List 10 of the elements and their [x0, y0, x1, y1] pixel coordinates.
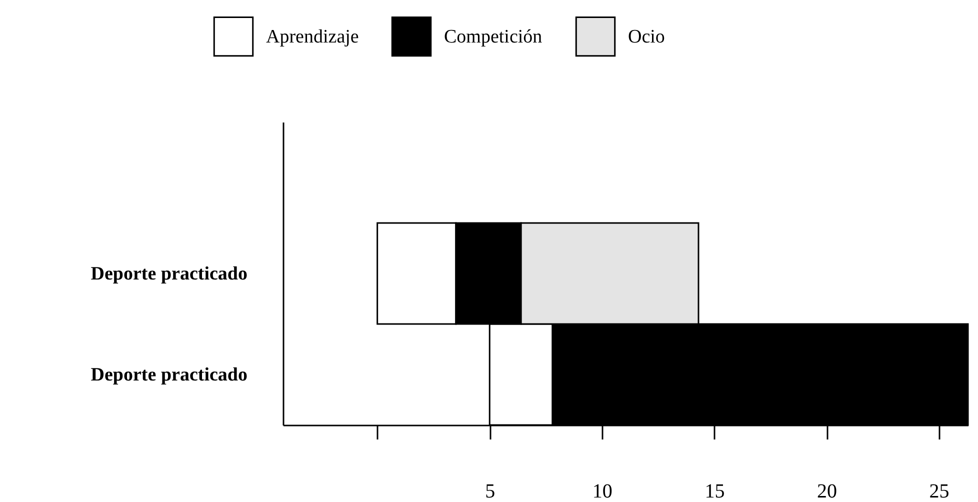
x-tick-label: 5 — [485, 480, 496, 502]
legend-label: Aprendizaje — [266, 26, 359, 48]
x-tick-label: 20 — [817, 480, 838, 502]
x-tick-label: 25 — [929, 480, 950, 502]
x-tick-label: 15 — [704, 480, 725, 502]
y-tick-label: Deporte practicado — [90, 364, 248, 386]
y-tick-label: Deporte practicado — [90, 264, 248, 284]
legend-label: Ocio — [628, 26, 665, 48]
x-tick-label: 10 — [592, 480, 612, 502]
legend-label: Competición — [444, 26, 543, 48]
